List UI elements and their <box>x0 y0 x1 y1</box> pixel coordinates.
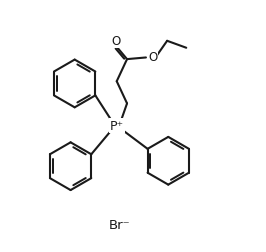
Text: O: O <box>111 35 120 48</box>
Text: P⁺: P⁺ <box>110 119 124 133</box>
Text: Br⁻: Br⁻ <box>109 218 130 231</box>
Text: O: O <box>148 50 157 63</box>
